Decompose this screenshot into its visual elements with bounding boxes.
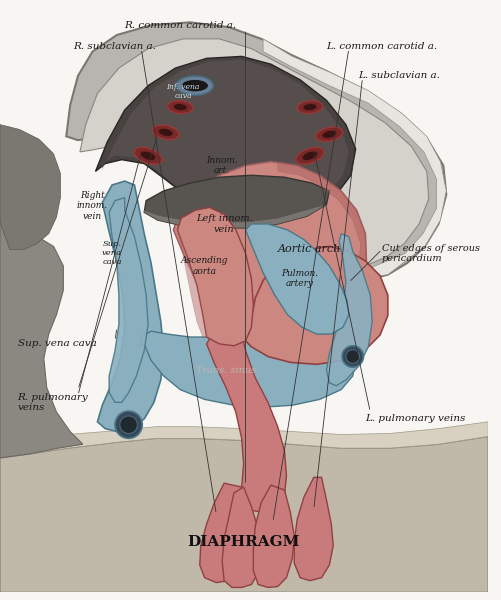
Text: L. subclavian a.: L. subclavian a. xyxy=(359,71,440,80)
Polygon shape xyxy=(327,234,372,386)
Ellipse shape xyxy=(181,79,208,92)
Polygon shape xyxy=(200,483,245,583)
Text: Cut edges of serous
pericardium: Cut edges of serous pericardium xyxy=(382,244,480,263)
Polygon shape xyxy=(278,161,366,341)
Polygon shape xyxy=(96,56,356,216)
Ellipse shape xyxy=(302,151,318,160)
Polygon shape xyxy=(222,487,261,587)
Polygon shape xyxy=(254,485,294,587)
Polygon shape xyxy=(177,224,206,337)
Polygon shape xyxy=(144,175,329,228)
Text: Pulmon.
artery: Pulmon. artery xyxy=(282,269,319,288)
Polygon shape xyxy=(263,39,446,281)
Polygon shape xyxy=(239,247,388,364)
Text: Sup. vena cava: Sup. vena cava xyxy=(18,340,96,349)
Text: L. pulmonary veins: L. pulmonary veins xyxy=(365,415,466,424)
Polygon shape xyxy=(206,327,287,512)
Ellipse shape xyxy=(176,76,213,95)
Ellipse shape xyxy=(152,125,179,140)
Ellipse shape xyxy=(303,104,317,110)
Ellipse shape xyxy=(120,416,137,433)
Polygon shape xyxy=(80,39,429,269)
Ellipse shape xyxy=(168,101,193,113)
Text: Inf. vena
cava: Inf. vena cava xyxy=(166,83,200,100)
Ellipse shape xyxy=(140,151,156,160)
Ellipse shape xyxy=(115,411,142,439)
Text: Left innom.
vein: Left innom. vein xyxy=(196,214,253,233)
Polygon shape xyxy=(245,224,349,334)
Text: Aortic arch: Aortic arch xyxy=(278,244,342,254)
Text: Innom.
art.: Innom. art. xyxy=(206,156,238,175)
Ellipse shape xyxy=(296,147,324,164)
Text: Ascending
aorta: Ascending aorta xyxy=(181,256,228,275)
Polygon shape xyxy=(294,478,333,581)
Ellipse shape xyxy=(297,101,323,113)
Ellipse shape xyxy=(134,147,162,164)
Text: Trans. sinus: Trans. sinus xyxy=(196,365,256,374)
Text: DIAPHRAGM: DIAPHRAGM xyxy=(187,535,300,548)
Ellipse shape xyxy=(173,104,187,110)
Text: Sup.
vena
cava: Sup. vena cava xyxy=(102,240,122,266)
Polygon shape xyxy=(144,205,327,228)
Ellipse shape xyxy=(322,130,337,139)
Text: Right
innom.
vein: Right innom. vein xyxy=(77,191,108,221)
Ellipse shape xyxy=(316,127,343,142)
Text: R. common carotid a.: R. common carotid a. xyxy=(124,21,236,30)
Polygon shape xyxy=(102,59,349,212)
Polygon shape xyxy=(177,208,254,346)
Text: L. common carotid a.: L. common carotid a. xyxy=(327,42,437,51)
Polygon shape xyxy=(0,436,488,592)
Ellipse shape xyxy=(158,128,173,136)
Ellipse shape xyxy=(342,346,363,367)
Polygon shape xyxy=(109,197,148,403)
Polygon shape xyxy=(139,329,356,407)
Polygon shape xyxy=(173,161,366,347)
Polygon shape xyxy=(97,181,164,431)
Ellipse shape xyxy=(346,350,360,364)
Polygon shape xyxy=(66,22,446,281)
Text: R. pulmonary
veins: R. pulmonary veins xyxy=(18,392,88,412)
Polygon shape xyxy=(0,422,488,458)
Polygon shape xyxy=(0,222,83,458)
Polygon shape xyxy=(0,125,61,250)
Text: R. subclavian a.: R. subclavian a. xyxy=(73,42,156,51)
